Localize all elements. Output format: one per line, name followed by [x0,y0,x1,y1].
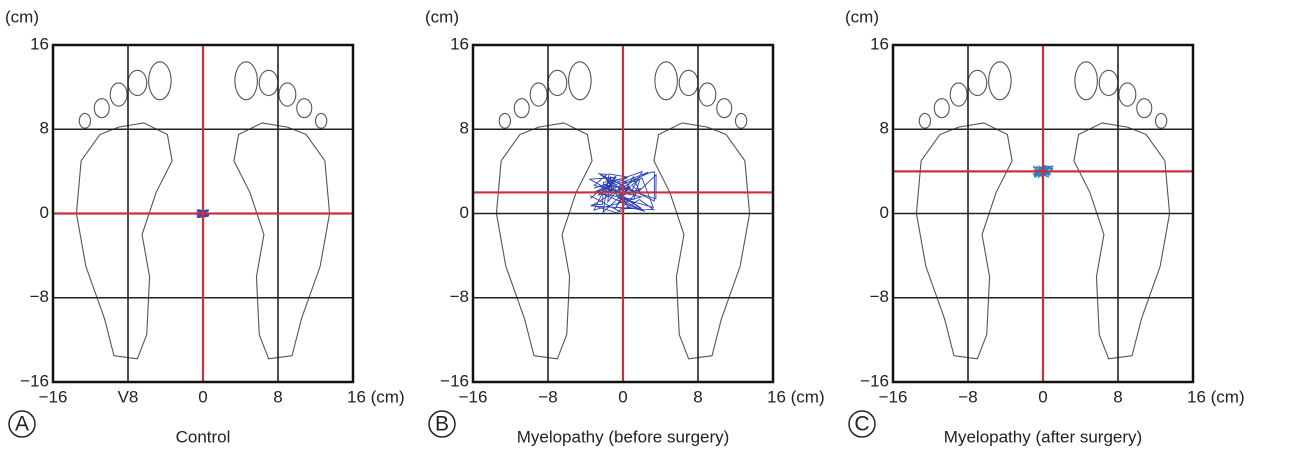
y-tick-label: −8 [30,287,49,306]
y-axis-unit: (cm) [845,7,879,26]
toe-outline [949,82,968,107]
toe-outline [698,82,717,107]
foot-outline [915,122,1013,360]
x-tick-label: −16 [879,387,908,406]
plot-frame [51,43,355,384]
panel-caption: Myelopathy (before surgery) [517,427,730,446]
toe-outline [568,61,592,101]
y-tick-label: 8 [460,119,469,138]
x-tick-label: 0 [618,387,627,406]
panel-badge [848,410,876,438]
toe-outline [716,98,733,119]
toe-outline [678,69,699,97]
x-tick-label: 8 [273,387,282,406]
toe-outline [1098,69,1119,97]
panel-caption: Control [176,427,231,446]
x-tick-label: −16 [39,387,68,406]
foot-outline [233,122,331,360]
panel-badge [8,410,36,438]
y-tick-label: 8 [40,119,49,138]
toe-outline [109,82,128,107]
x-tick-label: −8 [538,387,557,406]
y-tick-label: 0 [460,203,469,222]
toe-outline [1118,82,1137,107]
y-tick-label: −8 [870,287,889,306]
x-tick-label: 0 [1038,387,1047,406]
x-tick-label: 8 [1113,387,1122,406]
y-tick-label: 8 [880,119,889,138]
toe-outline [734,112,748,129]
x-tick-label: 16 (cm) [767,387,825,406]
x-tick-label: 16 (cm) [1187,387,1245,406]
toe-outline [314,112,328,129]
foot-outline [1073,122,1171,360]
foot-outline [75,122,173,360]
y-tick-label: −16 [20,371,49,390]
toe-outline [234,61,258,101]
panel-caption: Myelopathy (after surgery) [944,427,1142,446]
x-tick-label: 16 (cm) [347,387,405,406]
plot-frame [891,43,1195,384]
y-tick-label: 16 [450,34,469,53]
panel-label: B [435,413,449,436]
y-tick-label: 16 [30,34,49,53]
toe-outline [529,82,548,107]
panel-badge [428,410,456,438]
toe-outline [513,98,530,119]
panel-label: A [15,413,29,436]
x-tick-label: V8 [118,387,139,406]
toe-outline [547,69,568,97]
x-tick-label: 0 [198,387,207,406]
toe-outline [1154,112,1168,129]
foot-outline [653,122,751,360]
toe-outline [127,69,148,97]
x-tick-label: −16 [459,387,488,406]
y-axis-unit: (cm) [5,7,39,26]
toe-outline [498,112,512,129]
toe-outline [918,112,932,129]
cop-trajectory [588,170,657,214]
toe-outline [967,69,988,97]
toe-outline [1074,61,1098,101]
foot-outline [495,122,593,360]
toe-outline [654,61,678,101]
y-tick-label: −16 [440,371,469,390]
y-tick-label: 0 [40,203,49,222]
y-tick-label: −16 [860,371,889,390]
y-tick-label: 0 [880,203,889,222]
x-tick-label: 8 [693,387,702,406]
toe-outline [278,82,297,107]
toe-outline [988,61,1012,101]
toe-outline [148,61,172,101]
panel-label: C [854,413,869,436]
y-tick-label: −8 [450,287,469,306]
y-axis-unit: (cm) [425,7,459,26]
plot-frame [471,43,775,384]
y-tick-label: 16 [870,34,889,53]
toe-outline [296,98,313,119]
toe-outline [93,98,110,119]
toe-outline [933,98,950,119]
toe-outline [258,69,279,97]
x-tick-label: −8 [958,387,977,406]
toe-outline [78,112,92,129]
toe-outline [1136,98,1153,119]
